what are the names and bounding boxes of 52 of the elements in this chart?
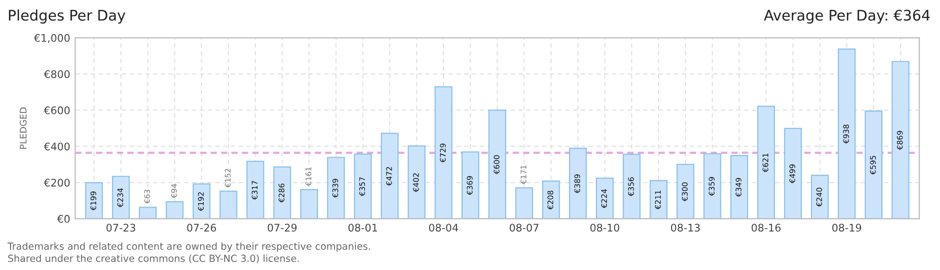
x-tick-label: 08-04 bbox=[429, 224, 458, 232]
bar bbox=[220, 190, 238, 219]
bar bbox=[569, 148, 587, 219]
bar bbox=[246, 160, 264, 219]
bar bbox=[757, 106, 775, 219]
bar bbox=[138, 206, 157, 219]
bar bbox=[676, 164, 694, 219]
bar bbox=[166, 201, 184, 219]
x-tick-label: 07-23 bbox=[106, 224, 136, 232]
text: Trademarks and related content are owned by their respective companies. bbox=[7, 242, 370, 252]
x-tick-label: 08-19 bbox=[832, 224, 862, 232]
x-tick-label: 08-07 bbox=[510, 224, 538, 232]
bar bbox=[112, 176, 130, 219]
bar bbox=[273, 166, 292, 219]
x-tick-label: 07-26 bbox=[187, 224, 216, 232]
bar bbox=[192, 183, 210, 219]
y-tick-label: €1,000 bbox=[34, 34, 70, 43]
y-tick-label: €400 bbox=[44, 142, 70, 150]
y-tick-label: €600 bbox=[44, 106, 70, 114]
bar bbox=[542, 180, 560, 219]
bar bbox=[864, 110, 883, 219]
chart-title: Pledges Per Day bbox=[8, 9, 126, 24]
x-tick-label: 08-10 bbox=[590, 224, 620, 232]
bar bbox=[380, 132, 399, 219]
bar bbox=[461, 151, 480, 219]
bar bbox=[650, 180, 668, 219]
y-tick-label: €800 bbox=[44, 70, 70, 78]
bar bbox=[515, 187, 534, 219]
bar bbox=[354, 154, 372, 219]
bar bbox=[784, 128, 802, 219]
bar bbox=[838, 48, 856, 219]
x-tick-label: 08-16 bbox=[752, 224, 781, 232]
bar bbox=[596, 178, 614, 219]
bar bbox=[85, 182, 103, 219]
bar bbox=[810, 174, 829, 219]
bar bbox=[703, 153, 722, 219]
x-tick-label: 07-29 bbox=[268, 224, 297, 232]
y-axis-title: PLEDGED bbox=[20, 107, 27, 149]
text: Shared under the creative commons (CC BY-NC 3.0) license. bbox=[8, 254, 299, 264]
bar bbox=[327, 156, 345, 219]
y-tick-label: €200 bbox=[44, 178, 70, 187]
bar bbox=[300, 189, 318, 219]
bar bbox=[434, 86, 452, 219]
bar bbox=[730, 155, 748, 219]
bar bbox=[892, 60, 910, 219]
bar bbox=[408, 145, 426, 219]
y-tick-label: €0 bbox=[57, 214, 70, 223]
bar bbox=[488, 110, 506, 219]
x-tick-label: 08-01 bbox=[348, 224, 378, 232]
chart-subtitle: Average Per Day: €364 bbox=[764, 10, 930, 24]
x-tick-label: 08-13 bbox=[670, 224, 700, 232]
bar bbox=[622, 154, 641, 219]
